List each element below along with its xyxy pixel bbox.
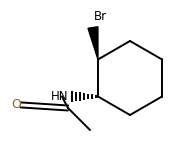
Text: O: O bbox=[11, 99, 21, 111]
Polygon shape bbox=[88, 27, 98, 60]
Text: Br: Br bbox=[94, 11, 107, 24]
Text: HN: HN bbox=[50, 90, 68, 103]
